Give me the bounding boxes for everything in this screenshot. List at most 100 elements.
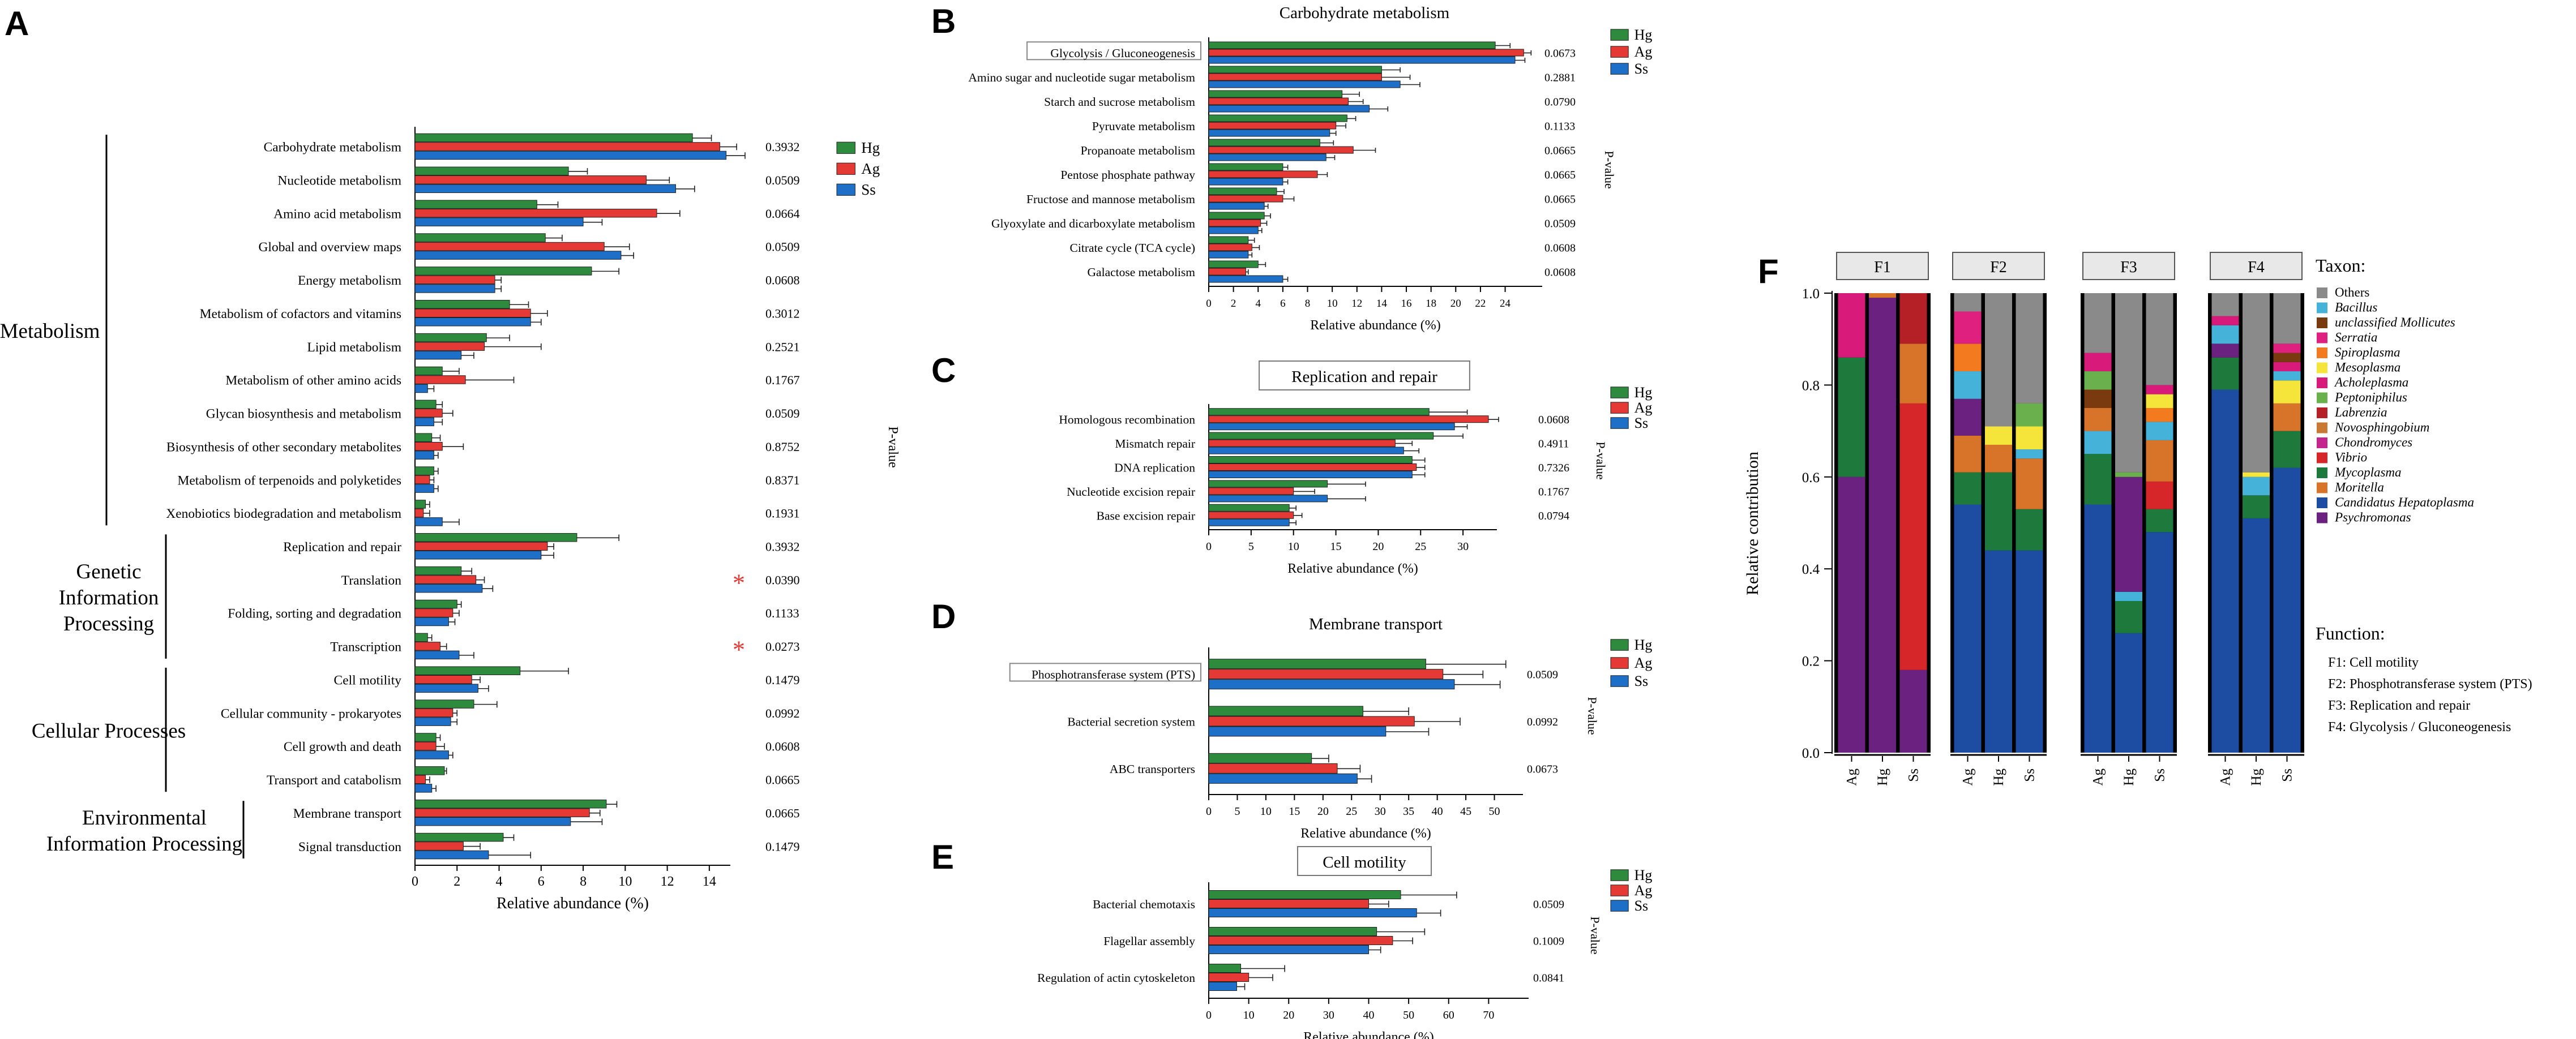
chart-a-category-label: Lipid metabolism bbox=[307, 340, 401, 355]
chart-b-bar-ss bbox=[1208, 153, 1326, 161]
chart-f-segment-candidatus-hepatoplasma bbox=[2211, 389, 2239, 753]
chart-f-legend-swatch-moritella bbox=[2317, 482, 2327, 493]
chart-f-segment-moritella bbox=[1985, 444, 2012, 473]
chart-a-bar-ss bbox=[414, 817, 571, 826]
chart-b-category-label: Amino sugar and nucleotide sugar metabol… bbox=[968, 71, 1195, 84]
chart-f-legend-swatch-unclassified-mollicutes bbox=[2317, 317, 2327, 328]
chart-b-bar-ag bbox=[1208, 122, 1337, 130]
chart-b-x-tick-label: 0 bbox=[1206, 298, 1212, 310]
chart-f-y-tick-label: 0.2 bbox=[1802, 654, 1820, 669]
chart-b-bar-ss bbox=[1208, 251, 1249, 259]
chart-f-segment-others bbox=[2084, 293, 2112, 353]
chart-d-x-tick-label: 5 bbox=[1234, 805, 1240, 818]
chart-d-x-tick-label: 25 bbox=[1346, 805, 1357, 818]
chart-b-bar-ss bbox=[1208, 275, 1283, 283]
chart-e-x-tick-label: 0 bbox=[1206, 1009, 1212, 1021]
chart-e-x-tick-label: 70 bbox=[1483, 1009, 1494, 1021]
chart-a-bar-ss bbox=[414, 583, 483, 593]
chart-f-segment-spiroplasma bbox=[2146, 408, 2173, 422]
chart-f-segment-psychromonas bbox=[1838, 476, 1865, 753]
chart-f-segment-psychromonas bbox=[2115, 476, 2142, 592]
chart-a-bar-hg bbox=[414, 766, 445, 775]
chart-a-bar-ag bbox=[414, 675, 472, 684]
chart-b-bar-hg bbox=[1208, 187, 1277, 195]
chart-a-p-value: 0.3932 bbox=[765, 140, 800, 154]
chart-b-p-value: 0.0665 bbox=[1544, 145, 1576, 157]
chart-d-bar-ag bbox=[1208, 716, 1415, 727]
chart-a-bar-ag bbox=[414, 575, 477, 584]
chart-d-bar-hg bbox=[1208, 706, 1363, 716]
chart-a-bar-ss bbox=[414, 350, 462, 360]
chart-c-bar-hg bbox=[1208, 504, 1290, 512]
chart-a-group-label: Genetic bbox=[76, 560, 141, 583]
chart-a-x-tick-label: 8 bbox=[580, 874, 587, 889]
chart-c-x-tick-label: 30 bbox=[1457, 540, 1469, 553]
panel-label-a: A bbox=[5, 5, 29, 42]
chart-a-category-label: Carbohydrate metabolism bbox=[264, 140, 401, 155]
chart-f-segment-serratia bbox=[2273, 344, 2301, 353]
chart-f-segment-mesoplasma bbox=[1985, 426, 2012, 445]
chart-c-bar-ss bbox=[1208, 495, 1328, 503]
chart-e-bar-ag bbox=[1208, 973, 1250, 982]
chart-f-segment-vibrio bbox=[2146, 481, 2173, 509]
chart-d-bar-ss bbox=[1208, 726, 1387, 737]
chart-a-group-label: Cellular Processes bbox=[32, 720, 186, 743]
chart-c: Replication and repair 0 5 10 15 20 25 30 Relati… bbox=[1059, 360, 1653, 576]
chart-e-bar-ss bbox=[1208, 982, 1237, 991]
chart-d-x-tick-label: 10 bbox=[1260, 805, 1272, 818]
chart-f-segment-mesoplasma bbox=[2146, 394, 2173, 408]
chart-a-bar-hg bbox=[414, 400, 437, 409]
chart-c-legend-label-hg: Hg bbox=[1634, 384, 1653, 401]
chart-f-legend-label-unclassified-mollicutes: unclassified Mollicutes bbox=[2335, 315, 2455, 329]
chart-f-segment-bacillus bbox=[2115, 591, 2142, 602]
chart-e-legend-swatch-hg bbox=[1610, 869, 1629, 881]
chart-a-bar-hg bbox=[414, 366, 443, 376]
chart-a-category-label: Membrane transport bbox=[293, 806, 402, 821]
chart-a-category-label: Energy metabolism bbox=[298, 273, 401, 288]
chart-d-category-label: ABC transporters bbox=[1110, 762, 1195, 776]
chart-b-p-value: 0.0790 bbox=[1544, 96, 1576, 109]
chart-a-x-tick-label: 14 bbox=[703, 874, 716, 889]
chart-a-p-value: 0.1767 bbox=[765, 373, 800, 387]
chart-d-bar-ag bbox=[1208, 669, 1444, 680]
chart-f-segment-acholeplasma bbox=[2084, 353, 2112, 372]
chart-a-category-label: Replication and repair bbox=[283, 540, 401, 555]
chart-a-group-label: Processing bbox=[63, 612, 154, 636]
chart-a-legend-label-hg: Hg bbox=[861, 139, 880, 156]
chart-f-y-tick-label: 0.0 bbox=[1802, 746, 1820, 761]
chart-c-x-tick-label: 25 bbox=[1415, 540, 1426, 553]
chart-e-legend-label-ss: Ss bbox=[1634, 898, 1649, 914]
chart-d-legend-label-ag: Ag bbox=[1634, 655, 1653, 671]
chart-d-category-label: Phosphotransferase system (PTS) bbox=[1032, 668, 1195, 681]
chart-b-p-value: 0.0509 bbox=[1544, 218, 1576, 230]
chart-c-category-label: Nucleotide excision repair bbox=[1067, 485, 1195, 499]
chart-a-p-value: 0.0665 bbox=[765, 806, 800, 820]
chart-a-bar-ss bbox=[414, 151, 727, 160]
chart-f-segment-candidatus-hepatoplasma bbox=[1954, 504, 1982, 753]
chart-a-bar-ag bbox=[414, 142, 720, 151]
chart-f-legend-swatch-chondromyces bbox=[2317, 437, 2327, 448]
chart-a-bar-hg bbox=[414, 200, 537, 209]
chart-a-bar-ag bbox=[414, 375, 466, 384]
chart-a-bar-hg bbox=[414, 566, 462, 576]
chart-f-function-item: F4: Glycolysis / Gluconeogenesis bbox=[2328, 720, 2511, 735]
chart-b-category-label: Pentose phosphate pathway bbox=[1060, 168, 1195, 182]
chart-b-bar-hg bbox=[1208, 41, 1496, 49]
chart-f-segment-acholeplasma bbox=[2273, 362, 2301, 372]
chart-b-bar-ss bbox=[1208, 202, 1265, 210]
chart-f-segment-acholeplasma bbox=[2211, 316, 2239, 325]
chart-b-bar-ag bbox=[1208, 268, 1246, 276]
chart-a-significance-star: * bbox=[733, 636, 745, 663]
chart-b-x-tick-label: 10 bbox=[1327, 298, 1338, 310]
chart-a-bar-hg bbox=[414, 799, 607, 809]
chart-e-x-tick-label: 60 bbox=[1443, 1009, 1454, 1021]
chart-d-x-tick-label: 0 bbox=[1206, 805, 1212, 818]
chart-a-p-value: 0.1479 bbox=[765, 673, 800, 687]
chart-a-bar-ag bbox=[414, 508, 424, 518]
chart-e-bar-ss bbox=[1208, 908, 1417, 917]
chart-f-legend-swatch-labrenzia bbox=[2317, 407, 2327, 418]
chart-d-legend-swatch-ss bbox=[1610, 675, 1629, 687]
chart-b-category-label: Glycolysis / Gluconeogenesis bbox=[1050, 46, 1195, 60]
chart-b-bar-hg bbox=[1208, 260, 1259, 268]
chart-f-segment-mycoplasma bbox=[2146, 509, 2173, 533]
